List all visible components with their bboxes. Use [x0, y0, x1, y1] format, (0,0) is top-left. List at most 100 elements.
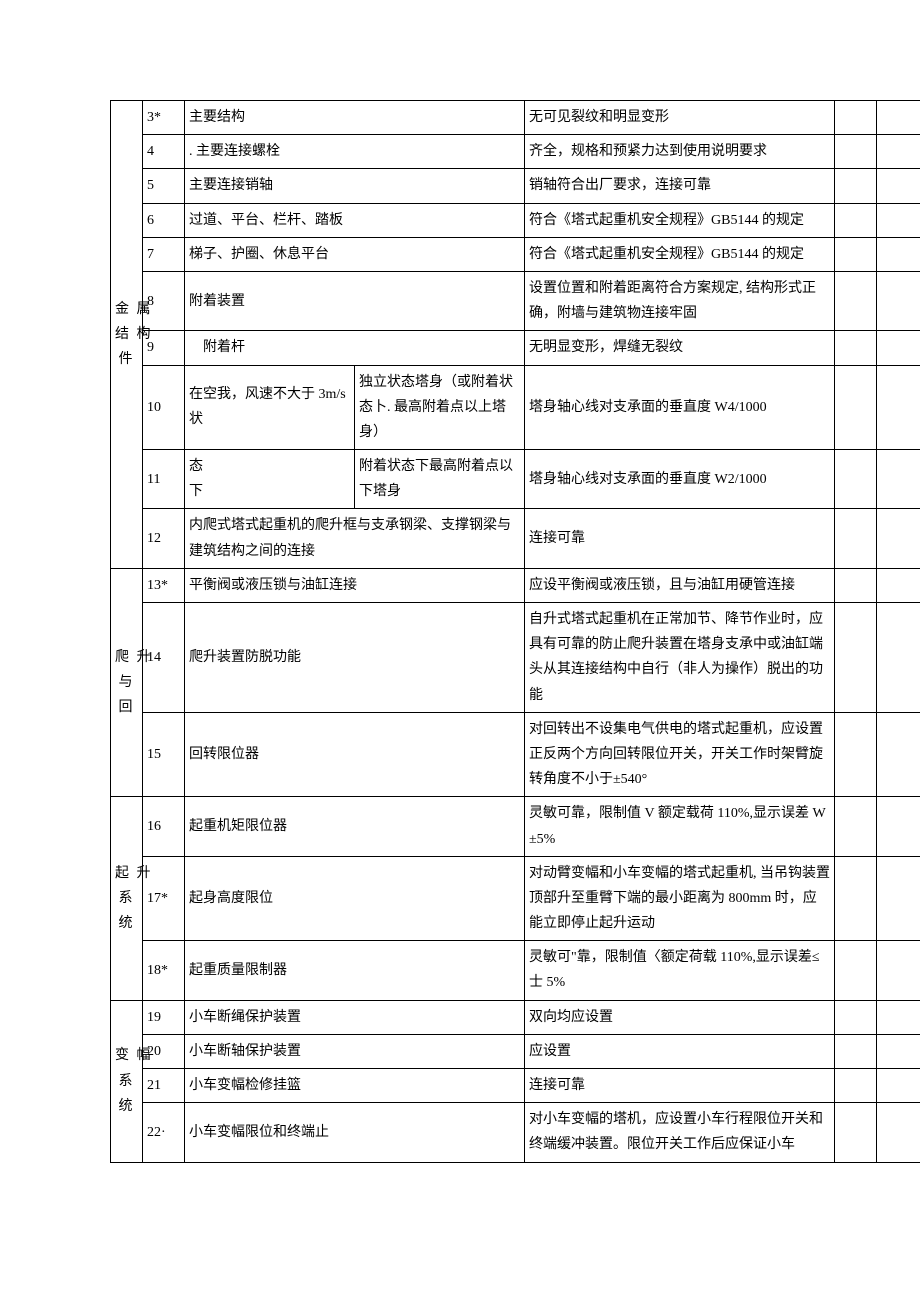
row-num: 11 — [143, 450, 185, 509]
row-item: 小车变幅限位和终端止 — [185, 1103, 525, 1162]
row-num: 14 — [143, 603, 185, 713]
blank-cell — [835, 331, 877, 365]
table-row: 22· 小车变幅限位和终端止 对小车变幅的塔机，应设置小车行程限位开关和终端缓冲… — [111, 1103, 920, 1162]
row-req: 灵敏可"靠，限制值〈额定荷载 110%,显示误差≤ 士 5% — [525, 941, 835, 1000]
row-item: 回转限位器 — [185, 712, 525, 797]
blank-cell — [877, 237, 920, 271]
blank-cell — [877, 331, 920, 365]
row-num: 3* — [143, 101, 185, 135]
row-num: 9 — [143, 331, 185, 365]
blank-cell — [835, 1069, 877, 1103]
blank-cell — [835, 568, 877, 602]
row-num: 13* — [143, 568, 185, 602]
row-item: 附着装置 — [185, 271, 525, 330]
blank-cell — [835, 509, 877, 568]
row-item: 起重质量限制器 — [185, 941, 525, 1000]
row-item: 主要结构 — [185, 101, 525, 135]
row-num: 6 — [143, 203, 185, 237]
row-item: 起身高度限位 — [185, 856, 525, 941]
row-item: 内爬式塔式起重机的爬升框与支承钢梁、支撑钢梁与建筑结构之间的连接 — [185, 509, 525, 568]
row-num: 20 — [143, 1034, 185, 1068]
row-req: 双向均应设置 — [525, 1000, 835, 1034]
blank-cell — [877, 1069, 920, 1103]
row-req: 连接可靠 — [525, 1069, 835, 1103]
row-req: 对回转出不设集电气供电的塔式起重机，应设置正反两个方向回转限位开关，开关工作时架… — [525, 712, 835, 797]
table-row: 6 过道、平台、栏杆、踏板 符合《塔式起重机安全规程》GB5144 的规定 — [111, 203, 920, 237]
blank-cell — [877, 941, 920, 1000]
row-req: 自升式塔式起重机在正常加节、降节作业时，应具有可靠的防止爬升装置在塔身支承中或油… — [525, 603, 835, 713]
blank-cell — [835, 603, 877, 713]
row-item: 平衡阀或液压锁与油缸连接 — [185, 568, 525, 602]
row-req: 符合《塔式起重机安全规程》GB5144 的规定 — [525, 203, 835, 237]
blank-cell — [835, 237, 877, 271]
blank-cell — [877, 603, 920, 713]
blank-cell — [835, 941, 877, 1000]
row-num: 22· — [143, 1103, 185, 1162]
row-req: 设置位置和附着距离符合方案规定, 结构形式正确，附墙与建筑物连接牢固 — [525, 271, 835, 330]
table-row: 20 小车断轴保护装置 应设置 — [111, 1034, 920, 1068]
table-row: 18* 起重质量限制器 灵敏可"靠，限制值〈额定荷载 110%,显示误差≤ 士 … — [111, 941, 920, 1000]
blank-cell — [877, 1034, 920, 1068]
blank-cell — [877, 450, 920, 509]
row-num: 4 — [143, 135, 185, 169]
table-row: 变 幅 系统 19 小车断绳保护装置 双向均应设置 — [111, 1000, 920, 1034]
table-row: 起 升 系统 16 起重机矩限位器 灵敏可靠，限制值 V 额定载荷 110%,显… — [111, 797, 920, 856]
table-row: 11 态 下 附着状态下最高附着点以下塔身 塔身轴心线对支承面的垂直度 W2/1… — [111, 450, 920, 509]
table-row: 21 小车变幅检修挂篮 连接可靠 — [111, 1069, 920, 1103]
category-cell: 起 升 系统 — [111, 797, 143, 1000]
table-row: 17* 起身高度限位 对动臂变幅和小车变幅的塔式起重机, 当吊钩装置顶部升至重臂… — [111, 856, 920, 941]
row-req: 对动臂变幅和小车变幅的塔式起重机, 当吊钩装置顶部升至重臂下端的最小距离为 80… — [525, 856, 835, 941]
blank-cell — [835, 271, 877, 330]
table-row: 12 内爬式塔式起重机的爬升框与支承钢梁、支撑钢梁与建筑结构之间的连接 连接可靠 — [111, 509, 920, 568]
row-num: 21 — [143, 1069, 185, 1103]
blank-cell — [835, 712, 877, 797]
blank-cell — [877, 203, 920, 237]
blank-cell — [877, 568, 920, 602]
blank-cell — [835, 203, 877, 237]
row-num: 15 — [143, 712, 185, 797]
blank-cell — [877, 797, 920, 856]
row-item: 小车断轴保护装置 — [185, 1034, 525, 1068]
table-row: 金 属 结 构 件 3* 主要结构 无可见裂纹和明显变形 — [111, 101, 920, 135]
row-req: 销轴符合出厂要求，连接可靠 — [525, 169, 835, 203]
blank-cell — [877, 271, 920, 330]
row-item-left: 态 下 — [185, 450, 355, 509]
row-num: 7 — [143, 237, 185, 271]
blank-cell — [835, 797, 877, 856]
category-cell: 金 属 结 构 件 — [111, 101, 143, 569]
table-row: 5 主要连接销轴 销轴符合出厂要求，连接可靠 — [111, 169, 920, 203]
blank-cell — [877, 1103, 920, 1162]
row-item: . 主要连接螺栓 — [185, 135, 525, 169]
blank-cell — [835, 135, 877, 169]
blank-cell — [877, 856, 920, 941]
row-req: 应设置 — [525, 1034, 835, 1068]
table-row: 10 在空我，风速不大于 3m/s 状 独立状态塔身（或附着状态卜. 最高附着点… — [111, 365, 920, 450]
row-item: 爬升装置防脱功能 — [185, 603, 525, 713]
table-row: 爬 升 与回 13* 平衡阀或液压锁与油缸连接 应设平衡阀或液压锁，且与油缸用硬… — [111, 568, 920, 602]
blank-cell — [877, 135, 920, 169]
blank-cell — [835, 169, 877, 203]
row-item: 小车断绳保护装置 — [185, 1000, 525, 1034]
row-item: 小车变幅检修挂篮 — [185, 1069, 525, 1103]
blank-cell — [877, 509, 920, 568]
row-item: 附着杆 — [185, 331, 525, 365]
blank-cell — [877, 712, 920, 797]
blank-cell — [835, 450, 877, 509]
row-req: 塔身轴心线对支承面的垂直度 W2/1000 — [525, 450, 835, 509]
blank-cell — [835, 1000, 877, 1034]
row-req: 无明显变形，焊缝无裂纹 — [525, 331, 835, 365]
blank-cell — [835, 1034, 877, 1068]
table-row: 8 附着装置 设置位置和附着距离符合方案规定, 结构形式正确，附墙与建筑物连接牢… — [111, 271, 920, 330]
blank-cell — [835, 101, 877, 135]
row-num: 5 — [143, 169, 185, 203]
blank-cell — [835, 856, 877, 941]
row-req: 塔身轴心线对支承面的垂直度 W4/1000 — [525, 365, 835, 450]
table-row: 7 梯子、护圈、休息平台 符合《塔式起重机安全规程》GB5144 的规定 — [111, 237, 920, 271]
blank-cell — [877, 1000, 920, 1034]
table-row: 4 . 主要连接螺栓 齐全，规格和预紧力达到使用说明要求 — [111, 135, 920, 169]
row-item-left: 在空我，风速不大于 3m/s 状 — [185, 365, 355, 450]
table-row: 14 爬升装置防脱功能 自升式塔式起重机在正常加节、降节作业时，应具有可靠的防止… — [111, 603, 920, 713]
category-cell: 变 幅 系统 — [111, 1000, 143, 1162]
row-num: 8 — [143, 271, 185, 330]
row-num: 19 — [143, 1000, 185, 1034]
